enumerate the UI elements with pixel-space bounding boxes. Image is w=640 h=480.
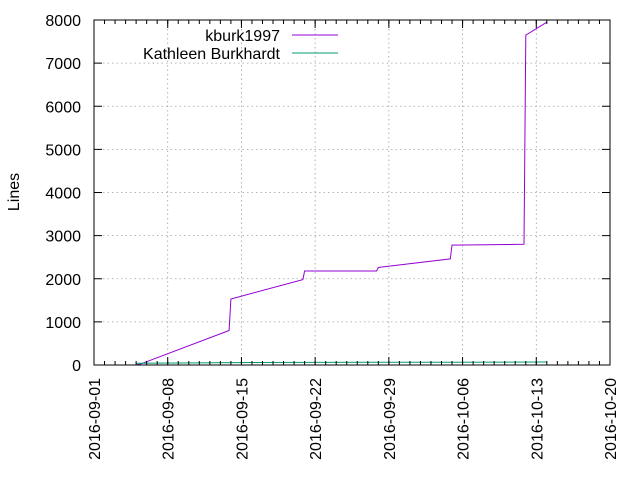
y-tick-label: 7000 [45, 56, 81, 73]
y-tick-label: 3000 [45, 229, 81, 246]
x-tick-labels: 2016-09-01 2016-09-08 2016-09-15 2016-09-22… [87, 378, 620, 460]
x-tick-label: 2016-09-22 [308, 378, 325, 460]
y-tick-label: 5000 [45, 142, 81, 159]
x-tick-label: 2016-10-06 [456, 378, 473, 460]
y-tick-label: 2000 [45, 272, 81, 289]
legend-label: Kathleen Burkhardt [143, 46, 281, 63]
x-tick-label: 2016-09-15 [234, 378, 251, 460]
series-line [135, 21, 548, 366]
x-tick-label: 2016-10-13 [529, 378, 546, 460]
series-line [136, 361, 547, 364]
x-tick-label: 2016-09-01 [87, 378, 104, 460]
y-tick-labels: 0 1000 2000 3000 4000 5000 6000 7000 8000 [45, 13, 81, 375]
y-axis-title: Lines [6, 173, 23, 211]
y-tick-label: 1000 [45, 315, 81, 332]
x-tick-label: 2016-09-08 [161, 378, 178, 460]
y-tick-label: 0 [72, 358, 81, 375]
grid-lines [94, 20, 610, 365]
x-tick-label: 2016-09-29 [382, 378, 399, 460]
axis-ticks [93, 19, 611, 366]
x-tick-label: 2016-10-20 [603, 378, 620, 460]
legend-label: kburk1997 [205, 28, 280, 45]
y-tick-label: 6000 [45, 99, 81, 116]
y-tick-label: 4000 [45, 186, 81, 203]
series-lines [135, 21, 548, 366]
y-tick-label: 8000 [45, 13, 81, 30]
